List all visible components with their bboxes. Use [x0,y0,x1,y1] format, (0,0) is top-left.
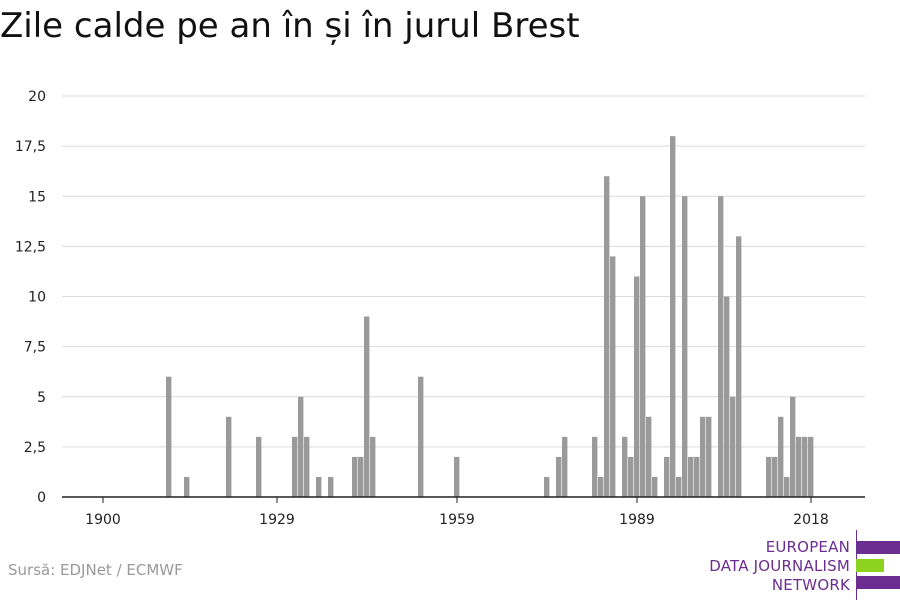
y-tick-label: 15 [28,189,46,205]
y-axis-labels: 0 2,5 5 7,5 10 12,5 15 17,5 20 [15,89,46,506]
bar-1998 [688,456,694,497]
bar-1914 [184,476,190,497]
bar-1984 [604,176,610,497]
bar-1990 [640,196,646,497]
bar-1936 [316,476,322,497]
bar-2003 [718,196,724,497]
bar-2005 [730,396,736,497]
bar-1934 [304,436,310,497]
logo-bar-purple-top [856,541,900,554]
logo-line-2: DATA JOURNALISM [709,557,850,575]
bar-1988 [628,456,634,497]
bar-1977 [562,436,568,497]
bar-1999 [694,456,700,497]
bar-1983 [598,476,604,497]
gridlines [62,95,865,448]
edjnet-logo: EUROPEAN DATA JOURNALISM NETWORK [700,530,900,600]
bar-1985 [610,256,616,497]
y-tick-label: 10 [28,290,46,306]
y-tick-label: 0 [37,490,46,506]
bar-1976 [556,456,562,497]
y-tick-label: 20 [28,89,46,105]
bar-1933 [298,396,304,497]
bar-2006 [736,236,742,497]
x-tick-label: 1959 [439,512,475,528]
logo-bar-green [856,559,884,572]
y-tick-label: 2,5 [24,440,46,456]
bar-2014 [784,476,790,497]
bar-1989 [634,276,640,497]
bar-2011 [766,456,772,497]
bars [166,136,814,497]
bar-1997 [682,196,688,497]
bar-1991 [646,416,652,497]
bar-1994 [664,456,670,497]
x-tick-label: 2018 [793,512,829,528]
y-tick-label: 5 [37,390,46,406]
bar-1921 [226,416,232,497]
x-tick-label: 1929 [259,512,295,528]
bar-1911 [166,376,172,497]
bar-2015 [790,396,796,497]
bar-2016 [796,436,802,497]
bar-1945 [370,436,376,497]
bar-2000 [700,416,706,497]
bar-2001 [706,416,712,497]
bar-1926 [256,436,262,497]
bar-1996 [676,476,682,497]
bar-1944 [364,316,370,497]
logo-line-1: EUROPEAN [765,538,850,556]
bar-1982 [592,436,598,497]
logo-line-3: NETWORK [771,576,850,594]
bar-1995 [670,136,676,497]
bar-2012 [772,456,778,497]
bar-1942 [352,456,358,497]
x-tick-label: 1989 [619,512,655,528]
chart-title: Zile calde pe an în și în jurul Brest [0,6,580,46]
y-tick-label: 12,5 [15,239,46,255]
bar-1932 [292,436,298,497]
bar-1959 [454,456,460,497]
bar-2004 [724,296,730,497]
bar-1953 [418,376,424,497]
bar-1992 [652,476,658,497]
bar-2017 [802,436,808,497]
bar-2018 [808,436,814,497]
y-tick-label: 7,5 [24,340,46,356]
bar-2013 [778,416,784,497]
x-axis: 1900 1929 1959 1989 2018 [62,496,865,528]
source-note: Sursă: EDJNet / ECMWF [8,561,183,579]
logo-bar-purple-bottom [856,576,900,589]
bar-1943 [358,456,364,497]
bar-1974 [544,476,550,497]
x-tick-label: 1900 [85,512,121,528]
y-tick-label: 17,5 [15,139,46,155]
bar-1987 [622,436,628,497]
bar-1938 [328,476,334,497]
